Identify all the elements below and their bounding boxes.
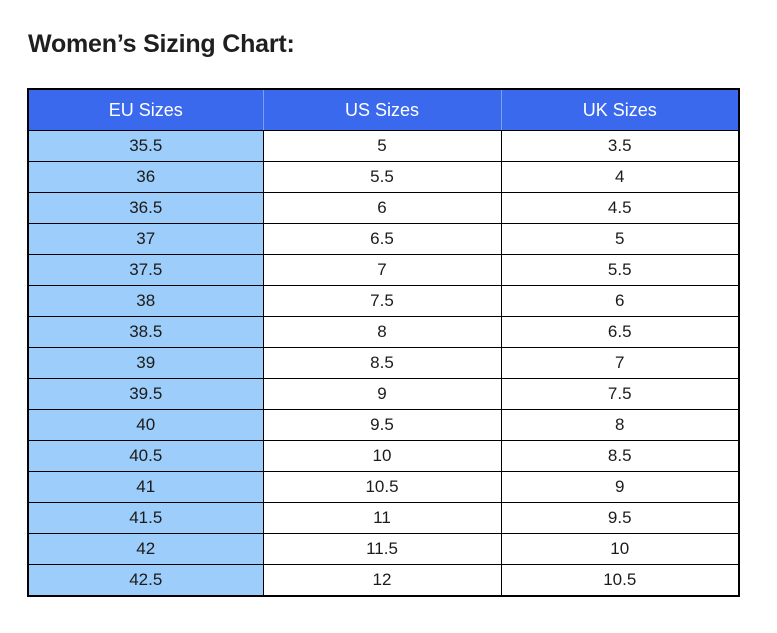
uk-size-cell: 10.5 <box>500 564 740 597</box>
us-size-cell: 5 <box>262 130 502 162</box>
eu-size-cell: 35.5 <box>27 130 264 162</box>
table-row: 41.5 11 9.5 <box>27 502 740 534</box>
uk-size-cell: 9 <box>500 471 740 503</box>
eu-size-cell: 40.5 <box>27 440 264 472</box>
us-size-cell: 10.5 <box>262 471 502 503</box>
us-size-cell: 11.5 <box>262 533 502 565</box>
eu-size-cell: 40 <box>27 409 264 441</box>
uk-size-cell: 5 <box>500 223 740 255</box>
us-size-cell: 6 <box>262 192 502 224</box>
table-body: 35.5 5 3.5 36 5.5 4 36.5 6 4.5 37 6.5 5 … <box>27 130 740 597</box>
uk-size-cell: 6.5 <box>500 316 740 348</box>
us-size-cell: 8.5 <box>262 347 502 379</box>
table-row: 40.5 10 8.5 <box>27 440 740 472</box>
us-size-cell: 5.5 <box>262 161 502 193</box>
uk-size-cell: 8.5 <box>500 440 740 472</box>
eu-size-cell: 36.5 <box>27 192 264 224</box>
uk-size-cell: 10 <box>500 533 740 565</box>
eu-size-cell: 37 <box>27 223 264 255</box>
eu-size-cell: 36 <box>27 161 264 193</box>
uk-size-cell: 6 <box>500 285 740 317</box>
table-row: 41 10.5 9 <box>27 471 740 503</box>
table-row: 36 5.5 4 <box>27 161 740 193</box>
table-row: 42.5 12 10.5 <box>27 564 740 597</box>
eu-size-cell: 37.5 <box>27 254 264 286</box>
table-row: 37 6.5 5 <box>27 223 740 255</box>
header-row: EU Sizes US Sizes UK Sizes <box>28 89 739 131</box>
eu-size-cell: 42 <box>27 533 264 565</box>
eu-size-cell: 41.5 <box>27 502 264 534</box>
page-title: Women’s Sizing Chart: <box>28 30 295 58</box>
uk-size-cell: 8 <box>500 409 740 441</box>
us-size-cell: 9.5 <box>262 409 502 441</box>
eu-size-cell: 42.5 <box>27 564 264 597</box>
eu-size-cell: 38 <box>27 285 264 317</box>
uk-size-cell: 4 <box>500 161 740 193</box>
table-row: 36.5 6 4.5 <box>27 192 740 224</box>
uk-size-cell: 7 <box>500 347 740 379</box>
us-size-cell: 12 <box>262 564 502 597</box>
table-row: 39.5 9 7.5 <box>27 378 740 410</box>
table-row: 37.5 7 5.5 <box>27 254 740 286</box>
eu-size-cell: 41 <box>27 471 264 503</box>
uk-size-cell: 7.5 <box>500 378 740 410</box>
table-row: 35.5 5 3.5 <box>27 130 740 162</box>
table-row: 40 9.5 8 <box>27 409 740 441</box>
table-row: 42 11.5 10 <box>27 533 740 565</box>
table-header: EU Sizes US Sizes UK Sizes <box>28 89 739 131</box>
us-size-cell: 11 <box>262 502 502 534</box>
us-size-cell: 7.5 <box>262 285 502 317</box>
uk-size-cell: 5.5 <box>500 254 740 286</box>
sizing-table: EU Sizes US Sizes UK Sizes 35.5 5 3.5 36… <box>27 88 740 597</box>
eu-size-cell: 38.5 <box>27 316 264 348</box>
column-header-uk-sizes: UK Sizes <box>500 89 739 131</box>
table-row: 39 8.5 7 <box>27 347 740 379</box>
uk-size-cell: 3.5 <box>500 130 740 162</box>
us-size-cell: 8 <box>262 316 502 348</box>
us-size-cell: 10 <box>262 440 502 472</box>
column-header-us-sizes: US Sizes <box>262 89 501 131</box>
uk-size-cell: 4.5 <box>500 192 740 224</box>
us-size-cell: 6.5 <box>262 223 502 255</box>
table-row: 38 7.5 6 <box>27 285 740 317</box>
table-row: 38.5 8 6.5 <box>27 316 740 348</box>
eu-size-cell: 39.5 <box>27 378 264 410</box>
us-size-cell: 9 <box>262 378 502 410</box>
column-header-eu-sizes: EU Sizes <box>28 89 263 131</box>
us-size-cell: 7 <box>262 254 502 286</box>
eu-size-cell: 39 <box>27 347 264 379</box>
uk-size-cell: 9.5 <box>500 502 740 534</box>
